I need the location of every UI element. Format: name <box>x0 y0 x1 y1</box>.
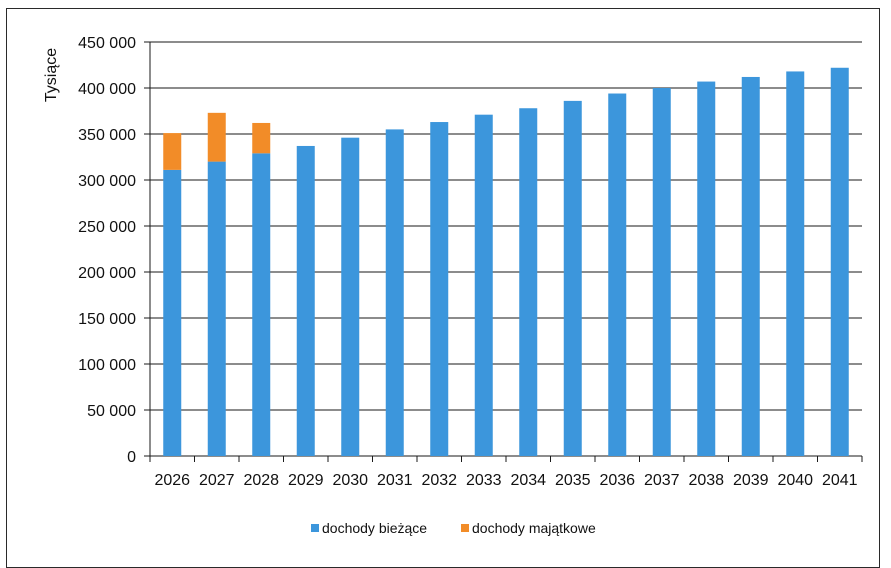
y-tick-label: 300 000 <box>78 173 136 190</box>
bar-current-income <box>207 161 226 456</box>
y-tick-label: 50 000 <box>87 403 136 420</box>
y-tick-label: 200 000 <box>78 265 136 282</box>
x-tick-label: 2038 <box>688 472 724 489</box>
y-axis-title: Tysiące <box>43 48 60 102</box>
x-tick-label: 2040 <box>777 472 813 489</box>
bar-current-income <box>786 71 805 456</box>
x-tick-label: 2036 <box>599 472 635 489</box>
x-tick-label: 2033 <box>466 472 502 489</box>
legend-label-capital-income: dochody majątkowe <box>472 520 596 536</box>
x-tick-label: 2027 <box>199 472 235 489</box>
legend-label-current-income: dochody bieżące <box>322 520 427 536</box>
x-tick-label: 2028 <box>243 472 279 489</box>
axes <box>144 41 863 462</box>
bars <box>163 67 849 457</box>
bar-current-income <box>608 93 627 457</box>
bar-current-income <box>830 67 849 456</box>
y-tick-label: 450 000 <box>78 35 136 52</box>
y-tick-labels: 0 50 000 100 000 150 000 200 000 250 000 300 0… <box>78 35 136 466</box>
bar-current-income <box>341 137 360 456</box>
y-tick-label: 400 000 <box>78 81 136 98</box>
y-tick-label: 150 000 <box>78 311 136 328</box>
bar-current-income <box>519 108 538 457</box>
bar-capital-income <box>252 122 271 154</box>
x-tick-label: 2041 <box>822 472 858 489</box>
bar-current-income <box>296 145 315 456</box>
y-tick-label: 0 <box>127 449 136 466</box>
x-tick-label: 2026 <box>154 472 190 489</box>
stacked-bar-chart: 0 50 000 100 000 150 000 200 000 250 000 300 0… <box>43 35 863 536</box>
x-tick-label: 2039 <box>733 472 769 489</box>
bar-current-income <box>697 81 716 456</box>
bar-current-income <box>163 169 182 456</box>
x-tick-label: 2031 <box>377 472 413 489</box>
x-tick-label: 2030 <box>332 472 368 489</box>
legend-swatch-capital-income <box>461 524 469 532</box>
bar-current-income <box>430 122 449 456</box>
bar-current-income <box>741 76 760 457</box>
bar-current-income <box>652 88 671 456</box>
legend: dochody bieżące dochody majątkowe <box>311 520 596 536</box>
bar-current-income <box>563 100 582 456</box>
y-tick-label: 250 000 <box>78 219 136 236</box>
x-tick-label: 2029 <box>288 472 324 489</box>
x-tick-label: 2032 <box>421 472 457 489</box>
x-tick-label: 2034 <box>510 472 546 489</box>
legend-swatch-current-income <box>311 524 319 532</box>
bar-capital-income <box>163 133 182 170</box>
y-tick-label: 100 000 <box>78 357 136 374</box>
x-tick-label: 2035 <box>555 472 591 489</box>
y-tick-label: 350 000 <box>78 127 136 144</box>
bar-current-income <box>385 129 404 456</box>
bar-capital-income <box>207 112 226 162</box>
x-tick-labels: 2026 2027 2028 2029 2030 2031 2032 2033 2034 2035… <box>154 472 857 489</box>
bar-current-income <box>474 114 493 457</box>
bar-current-income <box>252 153 271 456</box>
x-tick-label: 2037 <box>644 472 680 489</box>
